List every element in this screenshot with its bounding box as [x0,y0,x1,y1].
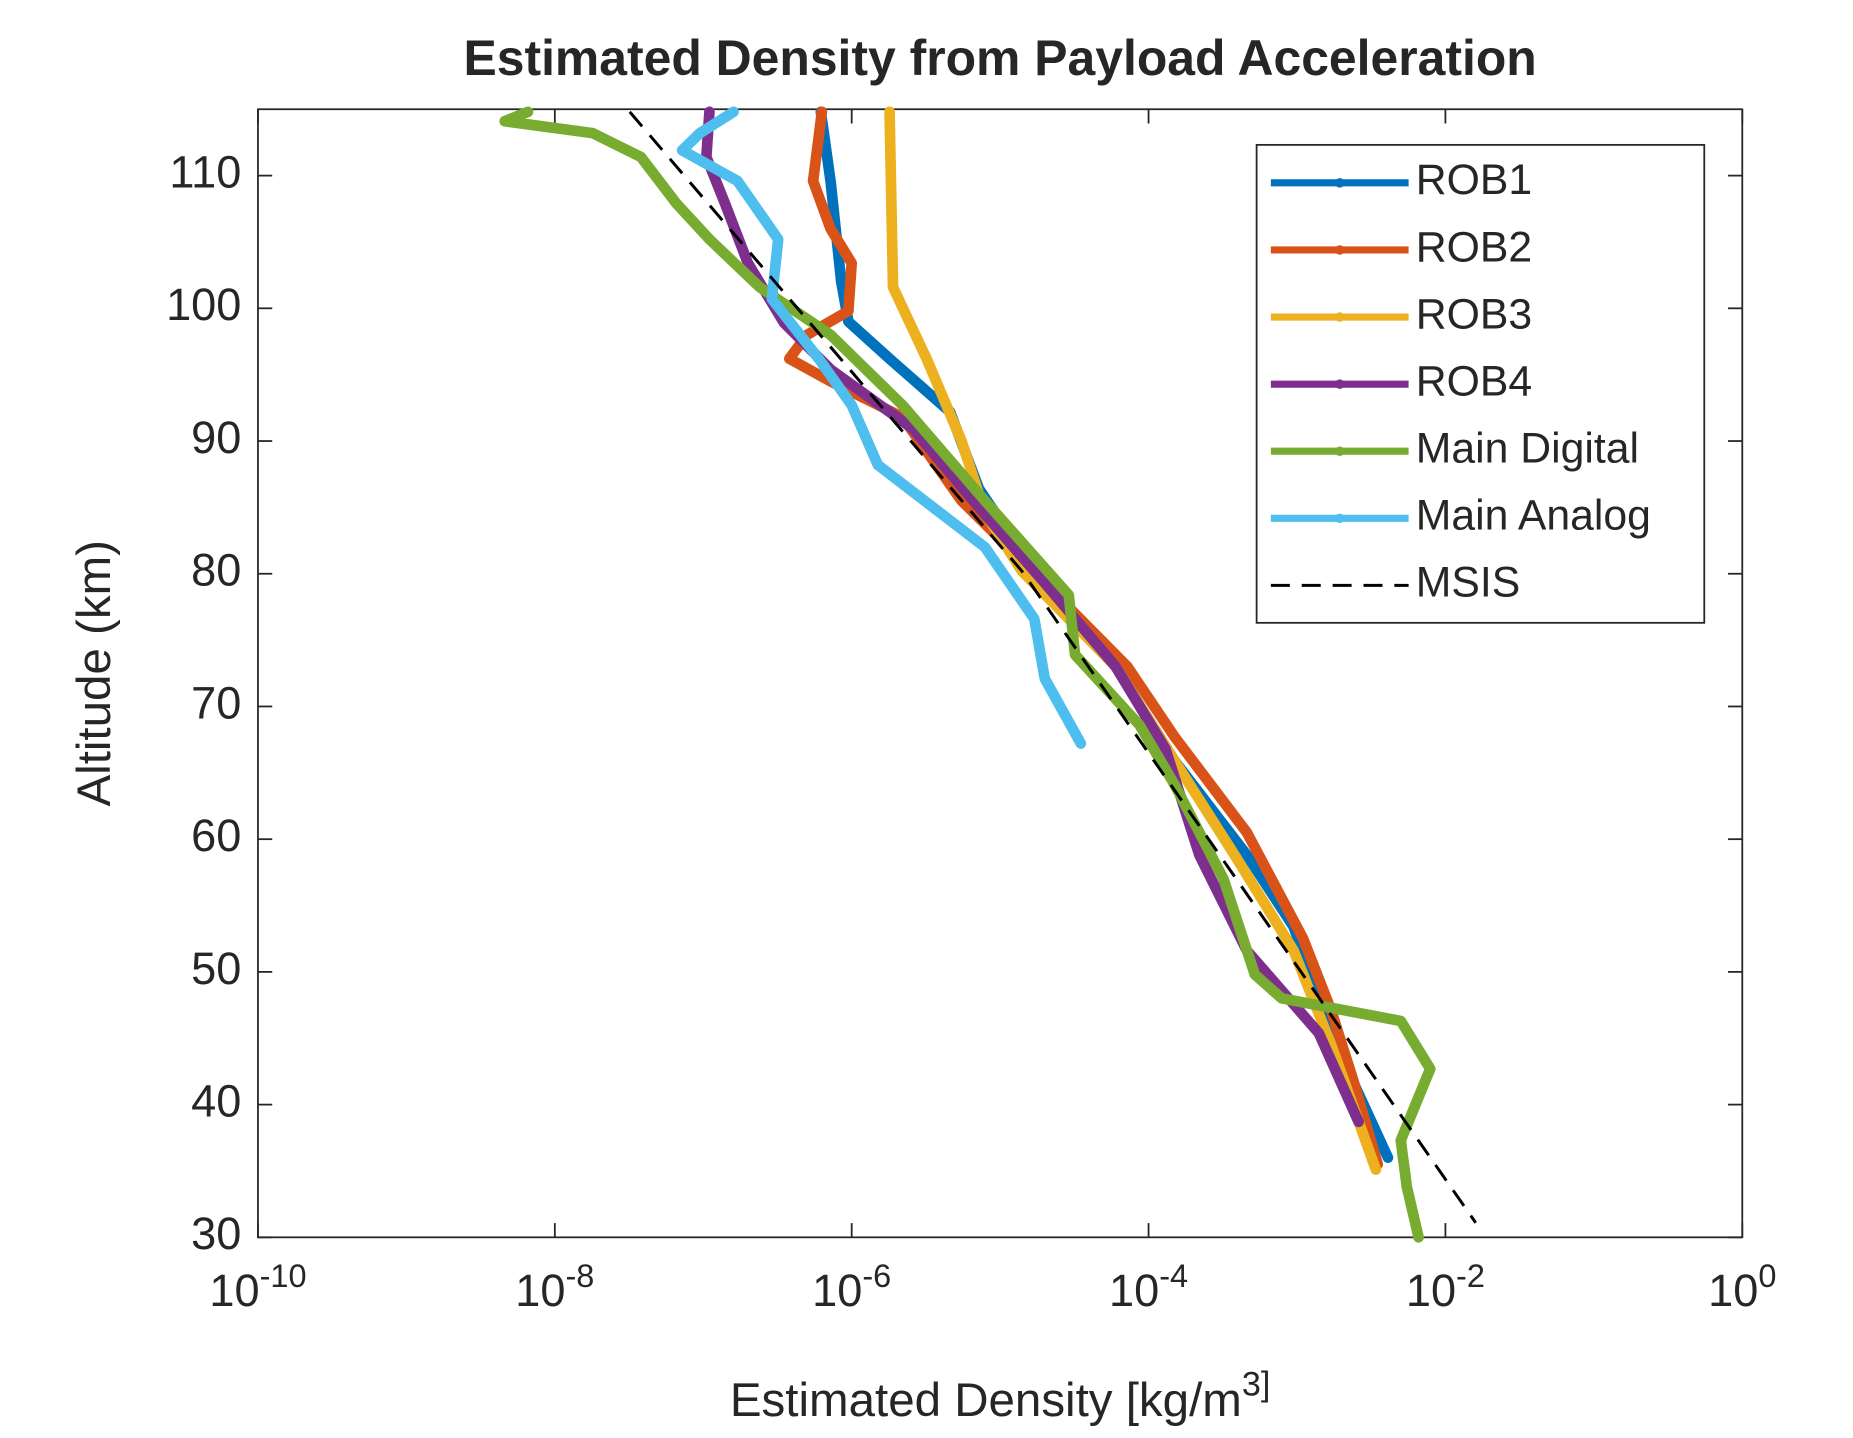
x-axis-label: Estimated Density [kg/m3]​ [730,1365,1270,1427]
y-tick-label: 30 [191,1208,241,1259]
legend-marker [1334,379,1345,389]
legend-label: ROB1 [1416,156,1532,204]
y-tick-label: 50 [191,943,241,994]
series-line [628,110,1477,1224]
legend-label: ROB3 [1416,290,1532,338]
y-tick-label: 100 [166,279,241,330]
y-tick-label: 90 [191,412,241,463]
chart-title: Estimated Density from Payload Accelerat… [463,30,1536,86]
y-tick-label: 110 [169,147,241,198]
legend-label: ROB2 [1416,223,1532,271]
y-tick-label: 80 [191,545,241,596]
legend-marker [1334,513,1345,524]
y-axis-label: Altitude (km) [68,540,121,806]
legend-label: MSIS [1416,559,1520,607]
legend-marker [1334,312,1345,322]
legend-label: ROB4 [1416,357,1532,405]
series-line [676,106,1087,749]
y-tick-label: 70 [191,677,241,728]
y-tick-label: 60 [191,810,241,861]
legend-label: Main Analog [1416,492,1651,540]
legend-marker [1334,245,1345,255]
legend-marker [1334,446,1345,456]
series-line [499,106,1436,1243]
y-tick-label: 40 [191,1076,241,1127]
legend-marker [1334,178,1345,188]
x-tick-label: 10-2​ [1406,1258,1485,1317]
legend-label: Main Digital [1416,425,1639,473]
